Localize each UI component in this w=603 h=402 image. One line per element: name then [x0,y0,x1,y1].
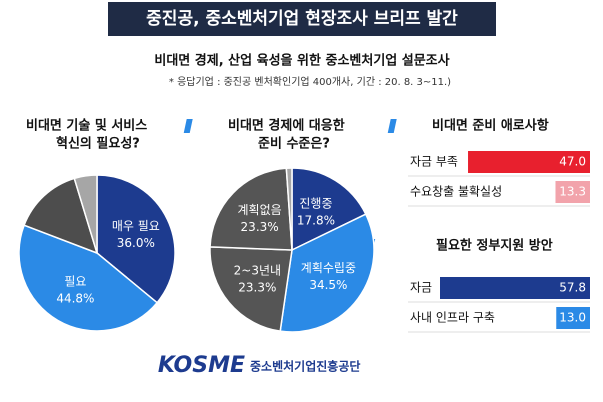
chart-title: 혁신의 필요성? [56,136,140,152]
logo: KOSME [158,353,245,378]
chart-title: 필요한 정부지원 방안 [436,238,553,254]
bar-label: 사내 인프라 구축 [410,311,495,325]
bar-label: 자금 [410,281,432,295]
subtitle: 비대면 경제, 산업 육성을 위한 중소벤처기업 설문조사 [154,53,449,69]
bar [555,181,590,203]
chart-title: 비대면 기술 및 서비스 [26,118,147,134]
pie-slice [291,167,367,252]
pie-slice [209,167,293,251]
slice-value: 23.3% [238,280,276,294]
pie-slice [18,224,159,332]
bar-value: 13.3 [559,185,586,199]
slice-label: 매우 필요 [112,219,160,233]
section-marker [387,119,397,133]
bar-label: 수요창출 불확실성 [410,185,502,199]
slice-value: 17.8% [297,213,335,227]
pie-slice [73,174,98,254]
pie-slice [279,213,375,333]
pie-slice [285,167,293,251]
bar [440,277,590,299]
slice-label: 2~3년내 [234,263,281,277]
org-name: 중소벤처기업진흥공단 [250,359,360,374]
chart-title: 비대면 준비 애로사항 [432,118,549,134]
bar-value: 57.8 [559,281,586,295]
slice-value: 23.3% [241,220,279,234]
slice-label: 계획없음 [238,203,282,217]
bar [556,307,590,329]
section-marker [183,119,193,133]
title-banner [108,2,496,36]
slice-value: 44.8% [56,292,94,306]
bar-label: 자금 부족 [410,155,458,169]
note: * 응답기업 : 중진공 벤처확인기업 400개사, 기간 : 20. 8. 3… [169,75,451,88]
pie-slice [209,246,293,332]
pie-slice [23,177,99,255]
slice-label: 계획수립중 [301,261,356,275]
page-title: 중진공, 중소벤처기업 현장조사 브리프 발간 [146,9,458,29]
slice-value: 36.0% [117,236,155,250]
bar [468,151,590,173]
chart-title: 비대면 경제에 대응한 [228,118,345,134]
slice-label: 진행중 [299,195,332,210]
slice-value: 34.5% [309,278,347,292]
slice-label: 필요 [64,275,86,289]
bar-value: 47.0 [559,155,586,169]
pie-slice [96,174,176,304]
chart-title: 준비 수준은? [258,137,330,152]
bar-value: 13.0 [559,311,586,325]
